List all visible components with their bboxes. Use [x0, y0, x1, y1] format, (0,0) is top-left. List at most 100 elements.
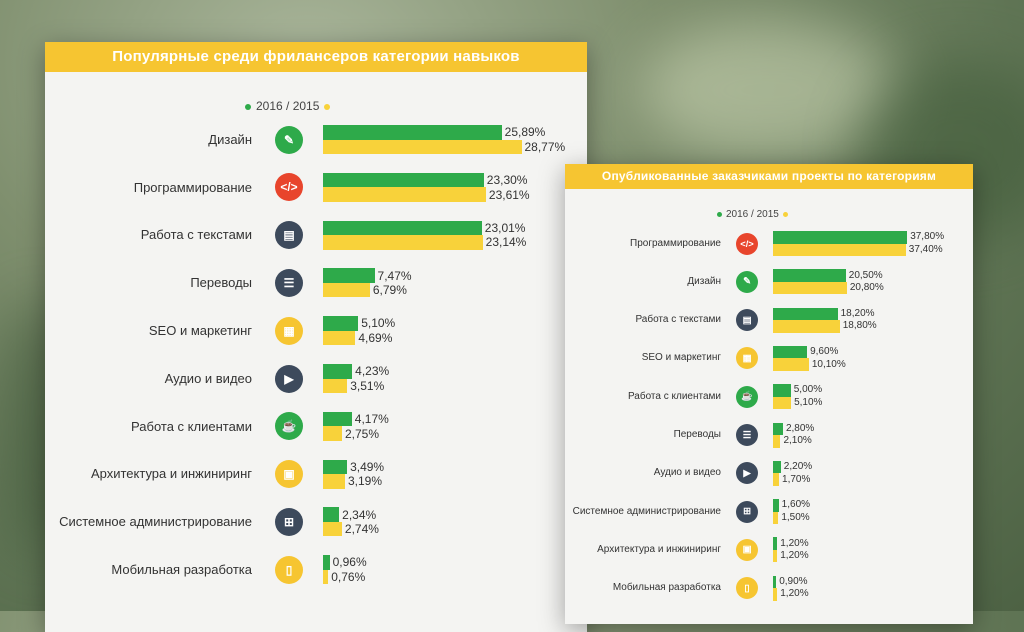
bar-2015: [323, 521, 342, 537]
bar-2015: [773, 473, 780, 486]
value-label-2015: 3,51%: [350, 378, 385, 393]
film-icon: ▶: [736, 462, 758, 485]
phone-icon: ▯: [736, 577, 758, 600]
category-label: Дизайн: [208, 131, 252, 147]
value-label-2015: 28,77%: [524, 139, 566, 154]
bar-2016: [323, 555, 330, 570]
category-label: Системное администрирование: [59, 514, 252, 530]
category-label: SEO и маркетинг: [148, 322, 252, 338]
bar-2016: [323, 172, 484, 188]
value-label-2015: 1,50%: [781, 511, 810, 523]
value-label-2015: 23,61%: [488, 187, 530, 202]
category-label: Переводы: [190, 275, 252, 291]
value-label-2016: 23,01%: [484, 220, 526, 235]
bar-2015: [773, 588, 778, 601]
value-label-2015: 1,20%: [780, 550, 809, 562]
bar-2015: [773, 511, 779, 525]
category-label: Системное администрирование: [572, 505, 721, 517]
value-label-2015: 37,40%: [908, 243, 943, 255]
bar-2016: [323, 268, 375, 283]
category-label: Работа с клиентами: [627, 390, 721, 402]
category-label: Архитектура и инжиниринг: [597, 543, 721, 555]
bar-2015: [773, 358, 809, 371]
value-label-2015: 0,76%: [331, 569, 366, 584]
value-label-2015: 20,80%: [849, 282, 884, 294]
legend-dot-2016: [717, 211, 722, 217]
value-label-2016: 25,89%: [504, 125, 546, 140]
value-label-2015: 2,75%: [344, 426, 379, 441]
bar-2015: [323, 235, 483, 250]
category-label: Дизайн: [687, 275, 721, 287]
bar-2015: [323, 139, 522, 154]
category-label: Работа с текстами: [140, 227, 252, 243]
legend-text: 2016 / 2015: [256, 99, 320, 113]
bar-2015: [773, 243, 906, 256]
value-label-2015: 4,69%: [358, 330, 393, 345]
bar-2015: [323, 187, 486, 202]
projects-chart-legend: 2016 / 2015: [717, 209, 788, 220]
category-label: Работа с клиентами: [131, 418, 252, 434]
pencil-ruler-icon: ✎: [736, 270, 758, 293]
film-icon: ▶: [275, 364, 303, 393]
bar-2016: [773, 345, 808, 359]
value-label-2016: 0,96%: [332, 555, 367, 570]
value-label-2016: 20,50%: [848, 269, 883, 281]
value-label-2015: 10,10%: [811, 358, 846, 370]
bar-2015: [323, 282, 370, 298]
network-icon: ⊞: [736, 500, 758, 523]
bar-2016: [773, 422, 783, 435]
network-icon: ⊞: [275, 507, 303, 536]
value-label-2016: 4,23%: [355, 364, 390, 379]
value-label-2015: 18,80%: [842, 320, 877, 332]
value-label-2016: 5,10%: [361, 316, 396, 331]
skills-chart-card: Популярные среди фрилансеров категории н…: [45, 42, 587, 632]
legend-dot-2015: [782, 211, 788, 217]
category-label: Мобильная разработка: [111, 561, 252, 577]
value-label-2016: 5,00%: [793, 384, 823, 396]
value-label-2015: 2,74%: [344, 522, 379, 537]
bar-2016: [323, 459, 348, 475]
value-label-2016: 1,60%: [781, 499, 811, 511]
value-label-2016: 9,60%: [810, 346, 839, 358]
bar-2016: [323, 507, 340, 522]
bar-2015: [323, 426, 342, 441]
bar-2015: [773, 281, 847, 295]
bar-2016: [323, 220, 482, 236]
stack-icon: ☰: [736, 424, 758, 446]
bar-2016: [323, 125, 502, 140]
category-label: Переводы: [673, 429, 721, 440]
document-icon: ▤: [736, 309, 758, 332]
bar-2016: [773, 537, 778, 550]
value-label-2015: 1,70%: [782, 473, 811, 485]
bar-2016: [773, 307, 838, 321]
skills-chart-legend: 2016 / 2015: [245, 99, 331, 113]
value-label-2015: 23,14%: [485, 235, 527, 250]
bar-2015: [773, 396, 792, 410]
cup-icon: ☕: [275, 412, 303, 441]
bar-2015: [323, 474, 345, 489]
category-label: Аудио и видео: [653, 467, 721, 479]
value-label-2016: 2,80%: [785, 422, 815, 434]
legend-dot-2016: [245, 103, 251, 110]
bar-2015: [773, 320, 840, 333]
bar-2016: [323, 364, 353, 379]
document-icon: ▤: [275, 221, 303, 250]
bar-2016: [323, 316, 359, 331]
legend-text: 2016 / 2015: [726, 209, 779, 220]
category-label: Мобильная разработка: [612, 582, 721, 594]
value-label-2016: 23,30%: [486, 173, 528, 188]
bar-2015: [773, 549, 778, 563]
projects-chart-title: Опубликованные заказчиками проекты по ка…: [565, 164, 973, 189]
bar-2015: [773, 435, 781, 448]
bar-2016: [773, 499, 779, 512]
bar-2016: [773, 384, 791, 397]
background-blur: [640, 20, 900, 160]
pencil-ruler-icon: ✎: [275, 125, 303, 154]
code-icon: </>: [736, 232, 758, 255]
category-label: Работа с текстами: [635, 314, 721, 326]
bar-2016: [323, 411, 352, 427]
bar-2016: [773, 575, 777, 589]
value-label-2015: 1,20%: [780, 588, 809, 600]
bar-2016: [773, 460, 781, 474]
value-label-2016: 18,20%: [840, 307, 875, 319]
